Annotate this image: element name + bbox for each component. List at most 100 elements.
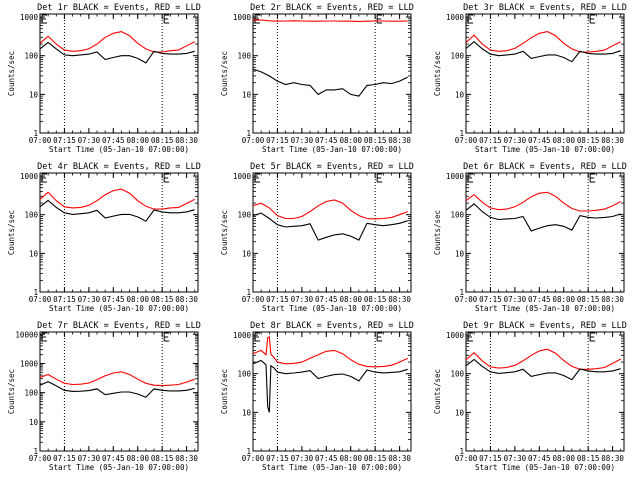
y-tick-label: 1 bbox=[33, 447, 38, 456]
x-tick-label: 07:30 bbox=[504, 136, 527, 145]
x-tick-label: 08:00 bbox=[339, 295, 362, 304]
x-tick-label: 07:15 bbox=[53, 295, 76, 304]
x-tick-label: 07:00 bbox=[29, 136, 52, 145]
plot-frame bbox=[252, 331, 412, 452]
series-line-lld bbox=[465, 348, 621, 370]
eclipse-flag-icon bbox=[254, 173, 260, 183]
y-tick-label: 1000 bbox=[446, 13, 465, 22]
x-axis-label: Start Time (05-Jan-10 07:00:00) bbox=[49, 463, 189, 472]
series-line-events bbox=[39, 380, 195, 398]
eclipse-flag-icon bbox=[467, 332, 473, 342]
x-tick-label: 07:15 bbox=[479, 454, 502, 463]
x-tick-label: 08:30 bbox=[388, 454, 411, 463]
x-axis-label: Start Time (05-Jan-10 07:00:00) bbox=[49, 145, 189, 154]
x-tick-label: 08:30 bbox=[388, 136, 411, 145]
x-tick-label: 08:15 bbox=[364, 136, 387, 145]
eclipse-flag-icon bbox=[163, 14, 170, 24]
x-tick-label: 08:00 bbox=[552, 136, 575, 145]
y-axis-label: Counts/sec bbox=[7, 51, 16, 96]
eclipse-flag-icon bbox=[41, 14, 47, 24]
x-tick-label: 07:45 bbox=[102, 454, 125, 463]
chart-title: Det 7r BLACK = Events, RED = LLD bbox=[37, 321, 201, 331]
plot-frame bbox=[252, 13, 412, 134]
x-axis-label: Start Time (05-Jan-10 07:00:00) bbox=[49, 304, 189, 313]
x-tick-label: 07:15 bbox=[53, 136, 76, 145]
y-axis-label: Counts/sec bbox=[433, 369, 442, 414]
series-line-lld bbox=[252, 335, 408, 368]
y-axis-label: Counts/sec bbox=[220, 210, 229, 255]
chart-panel-8: Det 8r BLACK = Events, RED = LLD 1 10 100 10… bbox=[220, 321, 414, 472]
x-tick-label: 08:15 bbox=[364, 454, 387, 463]
plot-frame bbox=[465, 331, 625, 452]
x-tick-label: 07:30 bbox=[78, 295, 101, 304]
y-axis-label: Counts/sec bbox=[433, 210, 442, 255]
chart-panel-2: Det 2r BLACK = Events, RED = LLD 1 10 100 10… bbox=[220, 3, 414, 154]
y-tick-label: 10 bbox=[242, 408, 252, 417]
y-tick-label: 100 bbox=[450, 211, 464, 220]
x-tick-label: 08:00 bbox=[552, 454, 575, 463]
x-tick-label: 08:30 bbox=[175, 136, 198, 145]
y-tick-label: 100 bbox=[237, 370, 251, 379]
chart-panel-5: Det 5r BLACK = Events, RED = LLD 1 10 100 10… bbox=[220, 162, 414, 313]
chart-panel-9: Det 9r BLACK = Events, RED = LLD 1 10 100 10… bbox=[433, 321, 627, 472]
x-axis-label: Start Time (05-Jan-10 07:00:00) bbox=[262, 304, 402, 313]
y-axis-label: Counts/sec bbox=[7, 210, 16, 255]
series-line-lld bbox=[39, 371, 195, 387]
eclipse-flag-icon bbox=[41, 332, 47, 342]
y-tick-label: 1 bbox=[246, 129, 251, 138]
x-tick-label: 07:15 bbox=[266, 454, 289, 463]
y-tick-label: 1000 bbox=[20, 359, 39, 368]
y-tick-label: 1000 bbox=[233, 331, 252, 340]
y-axis-label: Counts/sec bbox=[220, 369, 229, 414]
y-tick-label: 10 bbox=[29, 90, 39, 99]
plot-frame bbox=[39, 13, 199, 134]
x-tick-label: 07:45 bbox=[315, 136, 338, 145]
x-tick-label: 08:30 bbox=[388, 295, 411, 304]
x-tick-label: 08:15 bbox=[364, 295, 387, 304]
series-line-events bbox=[465, 203, 621, 232]
y-tick-label: 1 bbox=[246, 288, 251, 297]
plot-frame bbox=[252, 172, 412, 293]
x-tick-label: 07:00 bbox=[29, 295, 52, 304]
series-line-events bbox=[39, 199, 195, 222]
x-tick-label: 07:30 bbox=[504, 295, 527, 304]
x-tick-label: 07:00 bbox=[242, 454, 265, 463]
y-tick-label: 1000 bbox=[20, 172, 39, 181]
chart-title: Det 1r BLACK = Events, RED = LLD bbox=[37, 3, 201, 13]
eclipse-flag-icon bbox=[163, 173, 170, 183]
y-tick-label: 1000 bbox=[20, 13, 39, 22]
x-tick-label: 07:30 bbox=[78, 454, 101, 463]
x-axis-label: Start Time (05-Jan-10 07:00:00) bbox=[262, 145, 402, 154]
series-line-events bbox=[252, 68, 408, 97]
y-tick-label: 1000 bbox=[446, 331, 465, 340]
eclipse-flag-icon bbox=[376, 332, 383, 342]
x-tick-label: 08:15 bbox=[577, 454, 600, 463]
x-tick-label: 07:00 bbox=[455, 454, 478, 463]
x-tick-label: 07:15 bbox=[266, 295, 289, 304]
x-tick-label: 08:15 bbox=[151, 295, 174, 304]
x-axis-label: Start Time (05-Jan-10 07:00:00) bbox=[262, 463, 402, 472]
x-tick-label: 07:30 bbox=[504, 454, 527, 463]
eclipse-flag-icon bbox=[467, 14, 473, 24]
eclipse-flag-icon bbox=[589, 332, 596, 342]
x-tick-label: 07:00 bbox=[242, 295, 265, 304]
x-tick-label: 08:30 bbox=[601, 295, 624, 304]
eclipse-flag-icon bbox=[41, 173, 47, 183]
x-tick-label: 07:30 bbox=[78, 136, 101, 145]
y-tick-label: 1 bbox=[33, 129, 38, 138]
y-tick-label: 100 bbox=[24, 211, 38, 220]
chart-title: Det 8r BLACK = Events, RED = LLD bbox=[250, 321, 414, 331]
y-tick-label: 10 bbox=[455, 408, 465, 417]
x-axis-label: Start Time (05-Jan-10 07:00:00) bbox=[475, 304, 615, 313]
x-tick-label: 08:15 bbox=[577, 136, 600, 145]
x-tick-label: 07:00 bbox=[455, 295, 478, 304]
eclipse-flag-icon bbox=[376, 173, 383, 183]
x-tick-label: 07:45 bbox=[102, 136, 125, 145]
x-tick-label: 07:45 bbox=[315, 454, 338, 463]
x-tick-label: 08:30 bbox=[601, 454, 624, 463]
series-line-lld bbox=[252, 199, 408, 220]
y-tick-label: 10 bbox=[242, 90, 252, 99]
x-tick-label: 08:00 bbox=[126, 454, 149, 463]
chart-title: Det 6r BLACK = Events, RED = LLD bbox=[463, 162, 627, 172]
x-tick-label: 07:45 bbox=[102, 295, 125, 304]
